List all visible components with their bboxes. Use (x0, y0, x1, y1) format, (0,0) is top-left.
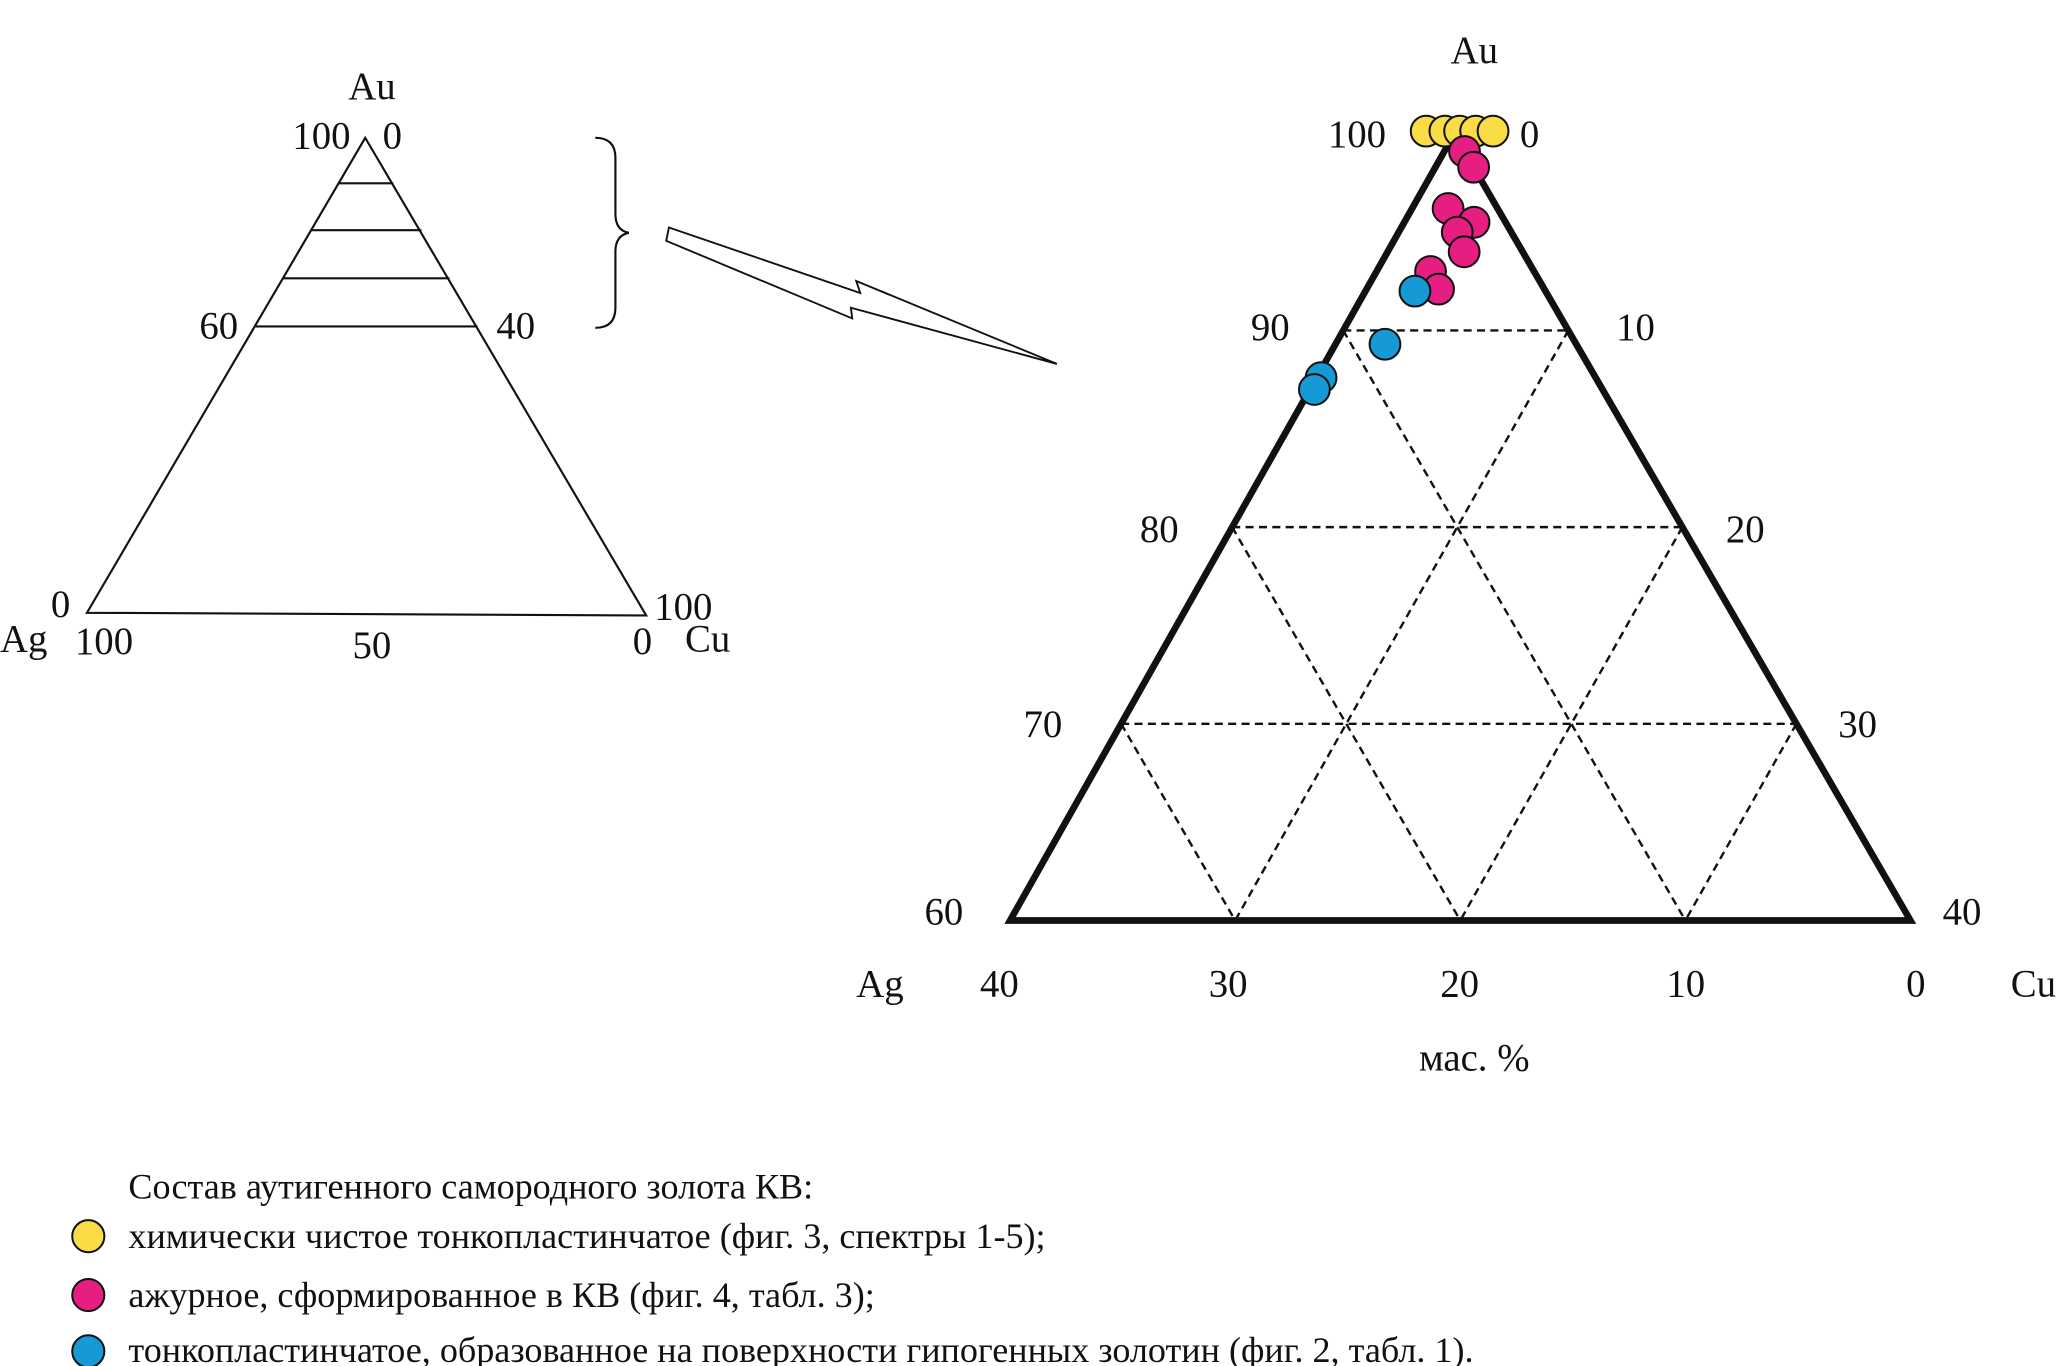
brace (595, 136, 630, 329)
overview-tick: 0 (633, 620, 652, 663)
overview-tick: 50 (353, 624, 392, 667)
data-point-blue (1298, 373, 1331, 406)
left-tick: 80 (1140, 508, 1179, 551)
grid-line-ag (1342, 329, 1687, 922)
left-tick: 90 (1251, 306, 1290, 349)
bottom-tick: 10 (1666, 963, 1705, 1006)
overview-tick: 100 (654, 585, 712, 628)
data-point-yellow (1476, 114, 1510, 148)
data-point-pink (1457, 150, 1491, 184)
overview-ag-label: Ag (0, 618, 47, 661)
left-tick: 60 (924, 890, 963, 933)
bottom-tick: 40 (980, 963, 1019, 1006)
ternary-grid (1120, 329, 1798, 922)
grid-line-cu (1459, 526, 1684, 922)
data-point-blue (1368, 327, 1402, 361)
data-points (1298, 114, 1510, 406)
grid-line-ag (1231, 526, 1462, 922)
ag-vertex-label: Ag (856, 963, 903, 1006)
legend-item-label: химически чистое тонкопластинчатое (фиг.… (128, 1216, 1045, 1256)
overview-tick: 40 (496, 305, 535, 348)
zoom-arrow (665, 226, 1058, 365)
grid-line-cu (1234, 329, 1570, 922)
au-vertex-label: Au (1451, 29, 1498, 72)
overview-tick: 0 (383, 115, 402, 158)
legend-swatch-yellow (71, 1219, 106, 1254)
overview-triangle: Au 100 0 60 40 0 Ag 100 100 0 Cu 50 (0, 65, 730, 667)
legend-swatch-blue (71, 1334, 106, 1366)
ternary-labels: Au Ag Cu 100 90 80 70 60 0 10 20 30 40 4… (856, 29, 2056, 1079)
ternary-frame (1004, 127, 1917, 924)
data-point-blue (1398, 274, 1432, 308)
legend-swatch-pink (71, 1278, 106, 1313)
right-tick: 40 (1943, 890, 1982, 933)
right-tick: 30 (1838, 703, 1877, 746)
data-point-pink (1447, 235, 1481, 269)
overview-cu-label: Cu (685, 618, 730, 661)
overview-tick: 0 (51, 583, 70, 626)
grid-line-ag (1120, 723, 1237, 922)
legend-item-label: тонкопластинчатое, образованное на повер… (128, 1330, 1473, 1366)
right-tick: 10 (1616, 306, 1655, 349)
cu-vertex-label: Cu (2011, 963, 2056, 1006)
grid-line-cu (1684, 723, 1798, 922)
unit-label: мас. % (1419, 1036, 1529, 1079)
right-tick: 20 (1726, 508, 1765, 551)
bottom-tick: 20 (1440, 963, 1479, 1006)
overview-tick: 100 (292, 115, 350, 158)
overview-au-label: Au (348, 65, 395, 108)
legend-item-label: ажурное, сформированное в КВ (фиг. 4, та… (128, 1275, 874, 1315)
left-tick: 70 (1023, 703, 1062, 746)
overview-tick: 60 (199, 305, 238, 348)
right-tick: 0 (1520, 113, 1539, 156)
bottom-tick: 0 (1906, 963, 1925, 1006)
legend-title: Состав аутигенного самородного золота КВ… (128, 1167, 813, 1207)
bottom-tick: 30 (1209, 963, 1248, 1006)
legend: Состав аутигенного самородного золота КВ… (71, 1167, 1474, 1366)
overview-tick: 100 (75, 620, 133, 663)
left-tick: 100 (1328, 113, 1386, 156)
